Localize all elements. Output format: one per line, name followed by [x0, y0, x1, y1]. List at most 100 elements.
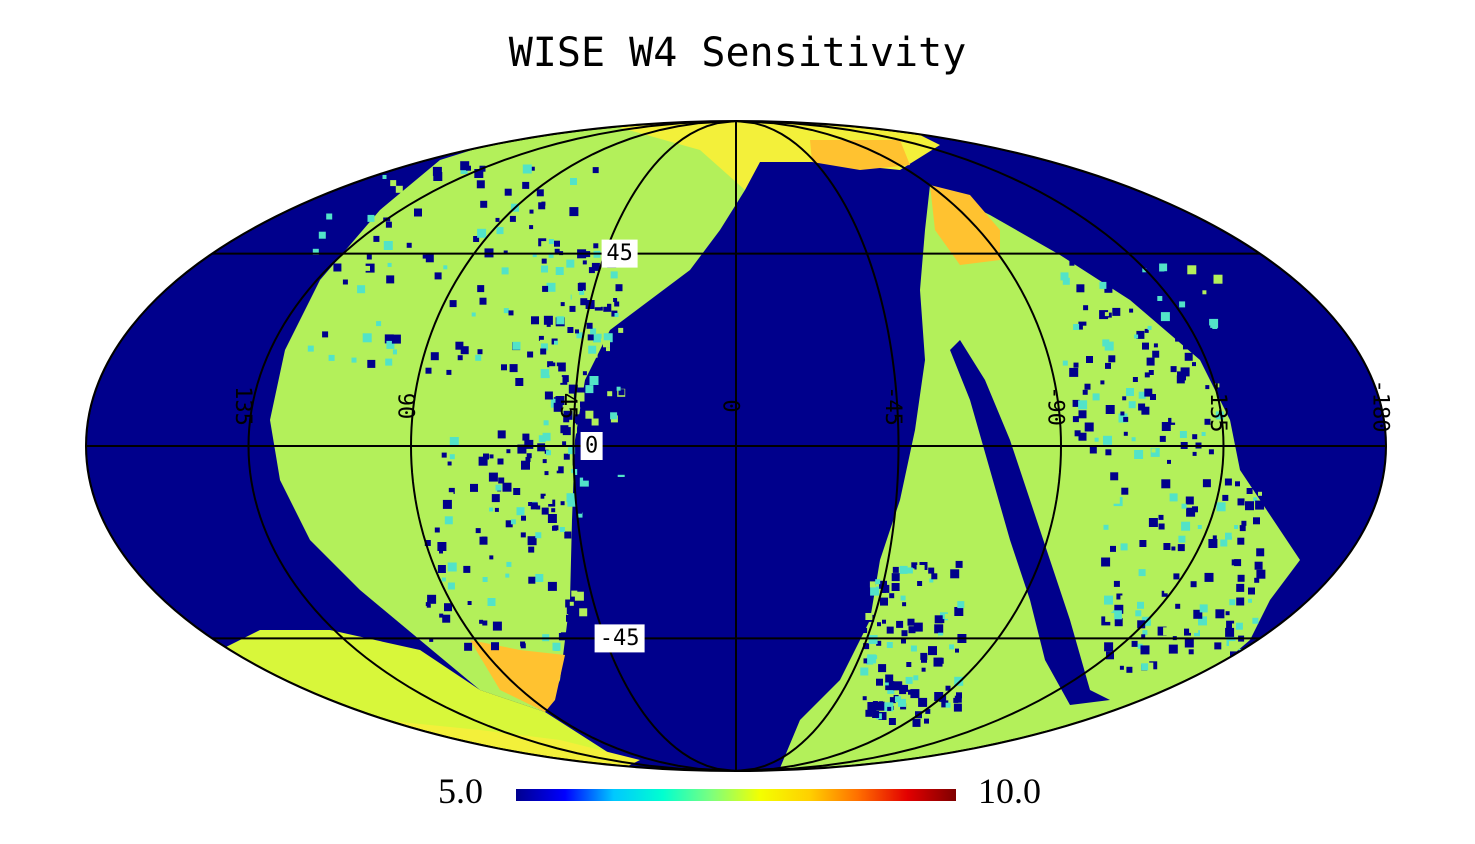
speckle-pixel	[592, 167, 599, 174]
speckle-pixel	[448, 487, 455, 494]
speckle-pixel	[553, 209, 559, 215]
speckle-pixel	[411, 263, 419, 271]
speckle-pixel	[386, 340, 395, 349]
speckle-pixel	[892, 566, 899, 573]
speckle-pixel	[503, 250, 508, 255]
speckle-pixel	[1094, 437, 1099, 442]
speckle-pixel	[1072, 399, 1080, 407]
speckle-pixel	[1087, 312, 1092, 317]
speckle-pixel	[600, 299, 607, 307]
speckle-pixel	[386, 275, 395, 284]
speckle-pixel	[1212, 324, 1218, 329]
speckle-pixel	[477, 349, 483, 355]
speckle-pixel	[475, 528, 481, 534]
speckle-pixel	[474, 629, 483, 638]
speckle-pixel	[1252, 617, 1259, 624]
speckle-pixel	[1107, 278, 1115, 286]
speckle-pixel	[1092, 393, 1100, 401]
speckle-pixel	[564, 531, 572, 539]
speckle-pixel	[443, 265, 448, 270]
speckle-pixel	[1141, 455, 1149, 463]
speckle-pixel	[1164, 271, 1173, 280]
speckle-pixel	[616, 386, 621, 391]
speckle-pixel	[475, 354, 482, 361]
speckle-pixel	[496, 227, 504, 235]
speckle-pixel	[1076, 284, 1085, 293]
speckle-pixel	[520, 532, 526, 538]
speckle-pixel	[521, 460, 530, 470]
longitude-label: 45	[555, 393, 580, 420]
speckle-pixel	[472, 460, 481, 469]
speckle-pixel	[555, 396, 565, 405]
speckle-pixel	[1086, 356, 1093, 363]
speckle-pixel	[554, 260, 560, 267]
speckle-pixel	[567, 327, 574, 333]
speckle-pixel	[480, 627, 489, 636]
speckle-pixel	[1147, 325, 1152, 330]
speckle-pixel	[525, 457, 531, 462]
speckle-pixel	[1138, 391, 1146, 399]
speckle-pixel	[1161, 590, 1168, 597]
speckle-pixel	[594, 245, 602, 252]
speckle-pixel	[373, 235, 380, 242]
speckle-pixel	[312, 248, 319, 255]
speckle-pixel	[1131, 437, 1136, 442]
speckle-pixel	[1237, 656, 1247, 666]
speckle-pixel	[594, 292, 599, 297]
speckle-pixel	[1122, 396, 1127, 401]
speckle-pixel	[1072, 416, 1079, 423]
speckle-pixel	[591, 418, 599, 426]
speckle-pixel	[1179, 301, 1186, 308]
speckle-pixel	[919, 700, 926, 707]
speckle-pixel	[1175, 335, 1182, 342]
speckle-pixel	[449, 454, 455, 460]
speckle-pixel	[1258, 491, 1262, 496]
speckle-pixel	[1123, 416, 1129, 422]
latitude-label-bg	[580, 432, 603, 460]
speckle-pixel	[582, 371, 587, 376]
speckle-pixel	[569, 601, 574, 606]
speckle-pixel	[1062, 360, 1068, 366]
speckle-pixel	[480, 200, 488, 208]
latitude-label-bg	[594, 624, 645, 653]
speckle-pixel	[610, 393, 617, 400]
speckle-pixel	[908, 689, 913, 695]
speckle-pixel	[889, 593, 895, 599]
speckle-pixel	[1211, 357, 1218, 364]
speckle-pixel	[540, 343, 548, 351]
speckle-pixel	[515, 378, 524, 386]
speckle-pixel	[307, 345, 314, 352]
speckle-pixel	[1184, 352, 1193, 361]
speckle-pixel	[1164, 588, 1170, 594]
speckle-pixel	[566, 359, 575, 368]
speckle-pixel	[870, 586, 880, 596]
speckle-pixel	[950, 569, 960, 579]
speckle-pixel	[1161, 401, 1168, 408]
speckle-pixel	[1207, 501, 1214, 508]
speckle-pixel	[541, 201, 546, 206]
speckle-pixel	[447, 562, 457, 572]
speckle-pixel	[924, 718, 929, 724]
speckle-pixel	[1108, 355, 1116, 363]
speckle-pixel	[448, 522, 456, 529]
speckle-pixel	[556, 316, 565, 325]
speckle-pixel	[1241, 662, 1250, 671]
speckle-pixel	[592, 459, 600, 467]
speckle-pixel	[1142, 268, 1147, 273]
speckle-pixel	[945, 702, 951, 708]
speckle-pixel	[560, 501, 565, 506]
speckle-pixel	[1139, 384, 1145, 390]
speckle-pixel	[610, 412, 618, 420]
speckle-pixel	[570, 178, 577, 185]
speckle-pixel	[588, 187, 596, 195]
speckle-pixel	[1126, 388, 1134, 396]
speckle-pixel	[1204, 283, 1210, 289]
speckle-pixel	[494, 247, 503, 256]
speckle-pixel	[578, 286, 583, 291]
coverage-orange-west	[930, 185, 1000, 265]
speckle-pixel	[910, 645, 917, 652]
speckle-pixel	[1175, 410, 1181, 416]
speckle-pixel	[1216, 502, 1226, 512]
speckle-pixel	[551, 508, 556, 513]
speckle-pixel	[301, 242, 308, 249]
